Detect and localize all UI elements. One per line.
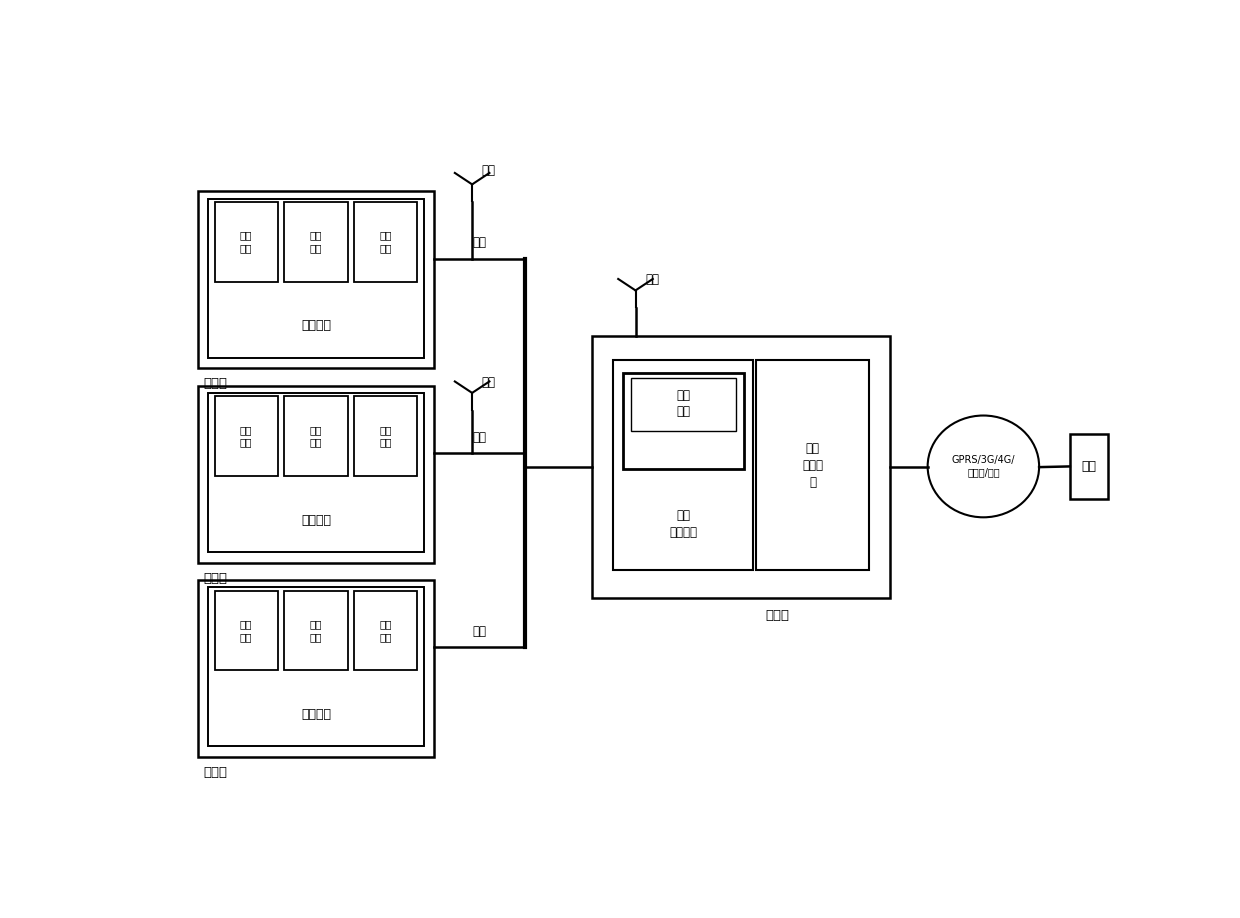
Text: 通信模块: 通信模块 bbox=[301, 514, 331, 527]
Bar bbox=[198, 192, 434, 368]
Text: 集中器: 集中器 bbox=[765, 610, 789, 622]
Text: 有线: 有线 bbox=[472, 625, 486, 638]
Text: 有线: 有线 bbox=[472, 431, 486, 443]
Bar bbox=[284, 591, 347, 670]
Text: 电能表: 电能表 bbox=[203, 572, 227, 585]
Bar bbox=[614, 361, 754, 569]
Bar bbox=[355, 397, 418, 476]
Text: 无线: 无线 bbox=[481, 163, 496, 177]
Text: 定位
装置: 定位 装置 bbox=[676, 389, 691, 419]
Text: 无线: 无线 bbox=[481, 375, 496, 389]
Text: 电能表: 电能表 bbox=[203, 377, 227, 390]
Text: 定位
装置: 定位 装置 bbox=[379, 230, 392, 253]
Bar bbox=[631, 377, 737, 431]
Bar bbox=[215, 591, 278, 670]
Bar bbox=[208, 393, 424, 552]
Text: 有线: 有线 bbox=[472, 237, 486, 250]
Bar bbox=[198, 580, 434, 757]
Bar bbox=[355, 591, 418, 670]
Bar bbox=[622, 373, 744, 469]
Bar bbox=[1070, 434, 1109, 498]
Text: 通信模块: 通信模块 bbox=[301, 708, 331, 721]
Bar bbox=[215, 202, 278, 282]
Text: 本地
通信模块: 本地 通信模块 bbox=[670, 509, 697, 539]
Bar bbox=[593, 336, 890, 598]
Text: 无线: 无线 bbox=[645, 274, 660, 286]
Bar bbox=[284, 397, 347, 476]
Text: 定位
装置: 定位 装置 bbox=[379, 620, 392, 642]
Text: 备用
电源: 备用 电源 bbox=[310, 425, 322, 447]
Bar bbox=[215, 397, 278, 476]
Text: 停电
检测: 停电 检测 bbox=[239, 425, 253, 447]
Bar bbox=[198, 386, 434, 563]
Bar bbox=[284, 202, 347, 282]
Text: 主站: 主站 bbox=[1081, 460, 1096, 473]
Text: 备用
电源: 备用 电源 bbox=[310, 620, 322, 642]
Text: 电能表: 电能表 bbox=[203, 767, 227, 779]
Text: 停电
检测: 停电 检测 bbox=[239, 620, 253, 642]
Text: GPRS/3G/4G/
以太网/光纤: GPRS/3G/4G/ 以太网/光纤 bbox=[951, 455, 1016, 477]
Ellipse shape bbox=[928, 416, 1039, 518]
Bar bbox=[355, 202, 418, 282]
Bar bbox=[208, 198, 424, 357]
Text: 停电
检测: 停电 检测 bbox=[239, 230, 253, 253]
Bar bbox=[756, 361, 869, 569]
Text: 通信模块: 通信模块 bbox=[301, 319, 331, 332]
Text: 远程
通信模
块: 远程 通信模 块 bbox=[802, 442, 823, 488]
Bar bbox=[208, 588, 424, 746]
Text: 备用
电源: 备用 电源 bbox=[310, 230, 322, 253]
Text: 定位
装置: 定位 装置 bbox=[379, 425, 392, 447]
